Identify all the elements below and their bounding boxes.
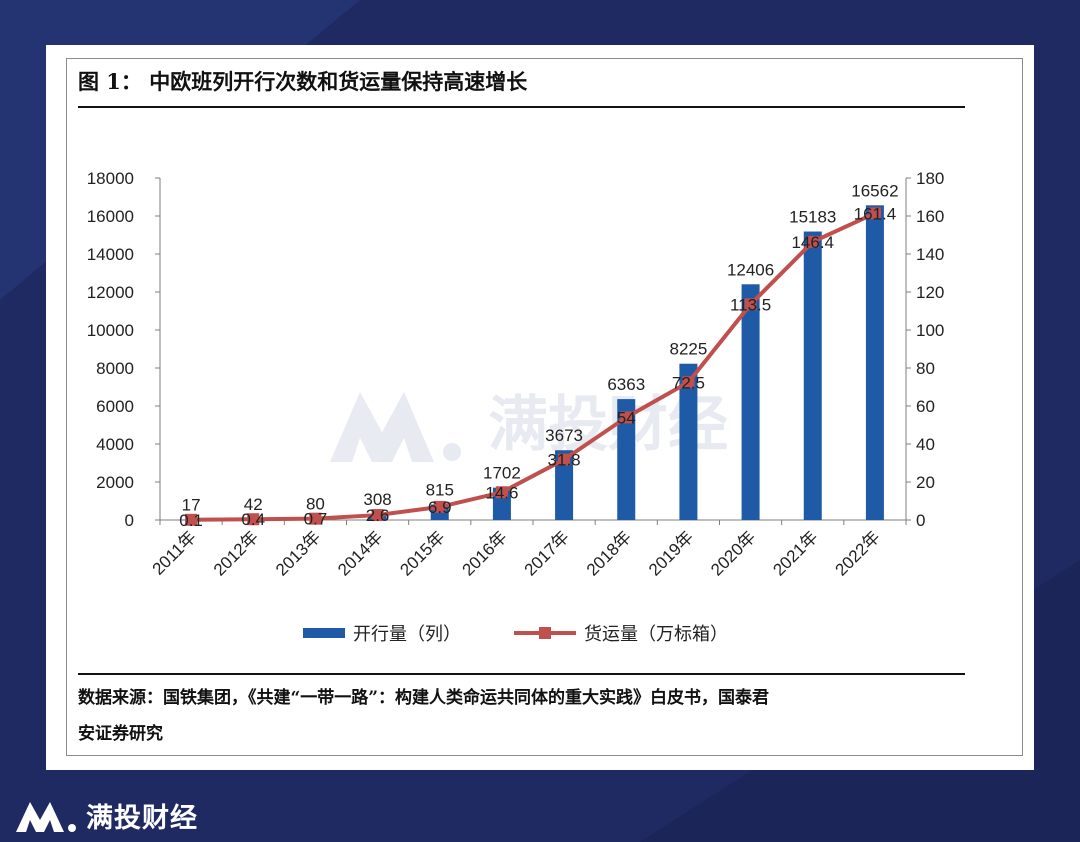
y-left-tick-label: 18000 — [87, 169, 134, 188]
y-left-tick-label: 8000 — [96, 359, 134, 378]
y-left-tick-label: 2000 — [96, 473, 134, 492]
bar — [803, 231, 822, 520]
y-right-tick-label: 20 — [916, 473, 935, 492]
legend-label-line: 货运量（万标箱） — [584, 624, 728, 645]
bar-value-label: 8225 — [670, 340, 708, 359]
bar-value-label: 12406 — [727, 260, 774, 279]
y-left-tick-label: 16000 — [87, 207, 134, 226]
line-value-label: 6.9 — [428, 498, 452, 517]
bar-value-label: 42 — [244, 495, 263, 514]
source-rule — [78, 673, 965, 675]
bar — [741, 284, 760, 520]
y-right-tick-label: 160 — [916, 207, 944, 226]
x-tick-label: 2014年 — [334, 527, 386, 579]
y-left-tick-label: 12000 — [87, 283, 134, 302]
x-tick-label: 2022年 — [832, 527, 884, 579]
source-line-2: 安证券研究 — [78, 724, 163, 744]
y-left-tick-label: 0 — [125, 511, 134, 530]
y-left-tick-label: 10000 — [87, 321, 134, 340]
line-point — [558, 453, 571, 466]
line-point — [620, 411, 633, 424]
series-line-freight — [191, 211, 876, 522]
bar-value-label: 6363 — [607, 375, 645, 394]
bar-value-label: 1702 — [483, 464, 521, 483]
x-tick-label: 2013年 — [272, 527, 324, 579]
legend-swatch-marker — [539, 627, 551, 639]
line-point — [309, 512, 322, 525]
bar — [679, 363, 698, 520]
bar-value-label: 80 — [306, 494, 325, 513]
watermark-dot — [443, 443, 461, 461]
bar — [555, 450, 574, 520]
line-value-label: 2.6 — [366, 506, 390, 525]
title-rule — [78, 106, 965, 108]
bar-value-label: 3673 — [545, 426, 583, 445]
line-point — [495, 486, 508, 499]
brand-name: 满投财经 — [86, 803, 198, 834]
bar — [865, 205, 884, 520]
y-right-tick-label: 60 — [916, 397, 935, 416]
watermark: 满投财经 — [330, 390, 728, 462]
y-right-tick-label: 0 — [916, 511, 925, 530]
x-tick-label: 2021年 — [769, 527, 821, 579]
figure-title: 图 1： 中欧班列开行次数和货运量保持高速增长 — [78, 69, 528, 94]
line-value-label: 31.8 — [548, 451, 581, 470]
y-right-tick-label: 100 — [916, 321, 944, 340]
line-value-label: 0.7 — [304, 510, 328, 529]
brand-logo-icon — [16, 801, 76, 832]
x-tick-label: 2017年 — [521, 527, 573, 579]
line-point — [806, 235, 819, 248]
x-tick-label: 2020年 — [707, 527, 759, 579]
line-value-label: 146.4 — [791, 233, 834, 252]
figure-frame — [66, 58, 1023, 756]
watermark-logo-icon — [330, 392, 434, 462]
y-left-tick-label: 6000 — [96, 397, 134, 416]
line-point — [247, 513, 260, 526]
legend-label-bar: 开行量（列） — [353, 624, 461, 645]
y-left-tick-label: 4000 — [96, 435, 134, 454]
line-value-label: 54 — [617, 408, 636, 427]
source-line-1: 数据来源：国铁集团，《共建“一带一路”：构建人类命运共同体的重大实践》白皮书，国… — [78, 688, 770, 708]
line-point — [185, 513, 198, 526]
bar-value-label: 16562 — [851, 181, 898, 200]
brand-footer: 满投财经 — [14, 796, 198, 835]
x-tick-label: 2011年 — [149, 527, 200, 578]
line-value-label: 14.6 — [485, 483, 518, 502]
bar-value-label: 15183 — [789, 208, 836, 227]
x-tick-label: 2018年 — [583, 527, 635, 579]
line-value-label: 72.5 — [672, 373, 705, 392]
y-right-tick-label: 80 — [916, 359, 935, 378]
line-value-label: 113.5 — [730, 295, 771, 314]
x-tick-label: 2015年 — [396, 527, 448, 579]
line-value-label: 161.4 — [854, 204, 897, 223]
x-tick-label: 2016年 — [459, 527, 511, 579]
y-right-tick-label: 40 — [916, 435, 935, 454]
line-point — [682, 376, 695, 389]
bar — [617, 399, 636, 520]
y-right-tick-label: 120 — [916, 283, 944, 302]
x-tick-label: 2019年 — [645, 527, 697, 579]
line-value-label: 0.1 — [179, 511, 203, 530]
y-right-tick-label: 140 — [916, 245, 944, 264]
line-point — [868, 207, 881, 220]
y-left-tick-label: 14000 — [87, 245, 134, 264]
line-point — [744, 298, 757, 311]
bar-value-label: 815 — [426, 481, 454, 500]
legend-swatch-bar — [303, 628, 345, 638]
y-right-tick-label: 180 — [916, 169, 944, 188]
bar-value-label: 17 — [182, 496, 201, 515]
line-point — [371, 509, 384, 522]
line-point — [433, 500, 446, 513]
bar-value-label: 308 — [363, 490, 391, 509]
x-tick-label: 2012年 — [210, 527, 262, 579]
source-note: 数据来源：国铁集团，《共建“一带一路”：构建人类命运共同体的重大实践》白皮书，国… — [78, 680, 965, 752]
line-value-label: 0.4 — [241, 510, 265, 529]
